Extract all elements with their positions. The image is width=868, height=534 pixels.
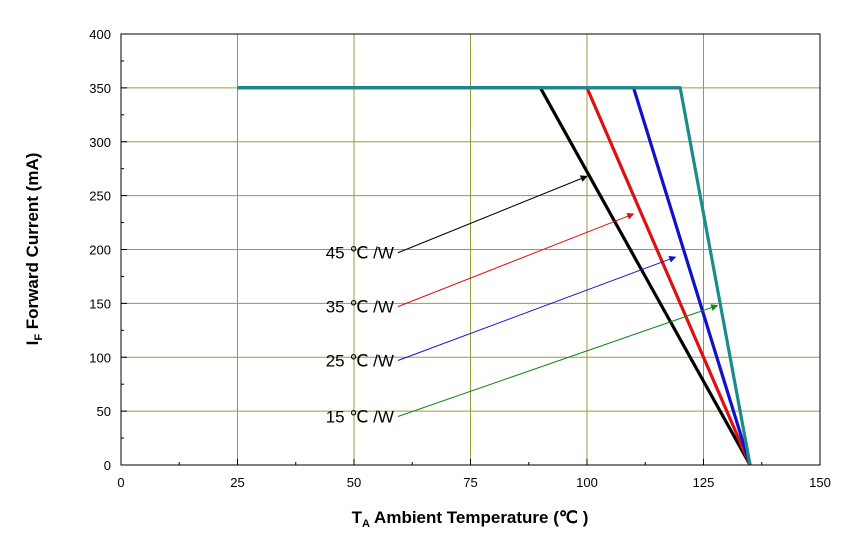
annotation-arrow-4 bbox=[397, 304, 719, 417]
annotation-label-2: 35 ℃ /W bbox=[326, 298, 394, 317]
x-axis-title: TA Ambient Temperature (℃ ) bbox=[352, 508, 589, 530]
x-tick-label: 50 bbox=[347, 475, 361, 490]
y-tick-label: 100 bbox=[89, 350, 111, 365]
y-tick-label: 0 bbox=[104, 458, 111, 473]
x-tick-label: 25 bbox=[230, 475, 244, 490]
annotation-label-4: 15 ℃ /W bbox=[326, 408, 394, 427]
y-tick-label: 50 bbox=[97, 404, 111, 419]
x-tick-label: 75 bbox=[463, 475, 477, 490]
x-axis-title-rest: Ambient Temperature (℃ ) bbox=[370, 508, 588, 527]
series-line-2 bbox=[237, 86, 752, 466]
annotation-arrow-2 bbox=[397, 212, 635, 308]
annotation-label-3: 25 ℃ /W bbox=[326, 351, 394, 370]
x-axis-title-subscript: A bbox=[362, 518, 370, 530]
annotations: 45 ℃ /W 35 ℃ /W 25 ℃ /W 15 ℃ /W bbox=[326, 175, 719, 427]
y-axis-title: IF Forward Current (mA) bbox=[23, 153, 45, 346]
y-axis-title-subscript: F bbox=[33, 334, 45, 341]
x-axis-title-main: T bbox=[352, 508, 363, 527]
y-tick-label: 400 bbox=[89, 27, 111, 42]
y-axis-title-main: I bbox=[23, 341, 42, 346]
annotation-arrow-1 bbox=[397, 175, 588, 254]
series-group bbox=[237, 86, 752, 466]
ticks: 0 25 50 75 100 125 150 0 50 100 150 200 250 300 350 400 bbox=[89, 27, 831, 490]
series-line-1 bbox=[237, 86, 752, 466]
y-axis-title-rest: Forward Current (mA) bbox=[23, 153, 42, 334]
y-tick-label: 250 bbox=[89, 189, 111, 204]
annotation-arrow-3 bbox=[397, 255, 677, 361]
annotation-label-1: 45 ℃ /W bbox=[326, 244, 394, 263]
series-line-3 bbox=[237, 86, 752, 466]
y-tick-label: 200 bbox=[89, 243, 111, 258]
x-tick-label: 150 bbox=[809, 475, 831, 490]
y-tick-label: 150 bbox=[89, 296, 111, 311]
x-tick-label: 100 bbox=[576, 475, 598, 490]
x-tick-label: 0 bbox=[117, 475, 124, 490]
series-line-4 bbox=[237, 86, 752, 466]
y-tick-label: 300 bbox=[89, 135, 111, 150]
x-tick-label: 125 bbox=[693, 475, 715, 490]
y-tick-label: 350 bbox=[89, 81, 111, 96]
